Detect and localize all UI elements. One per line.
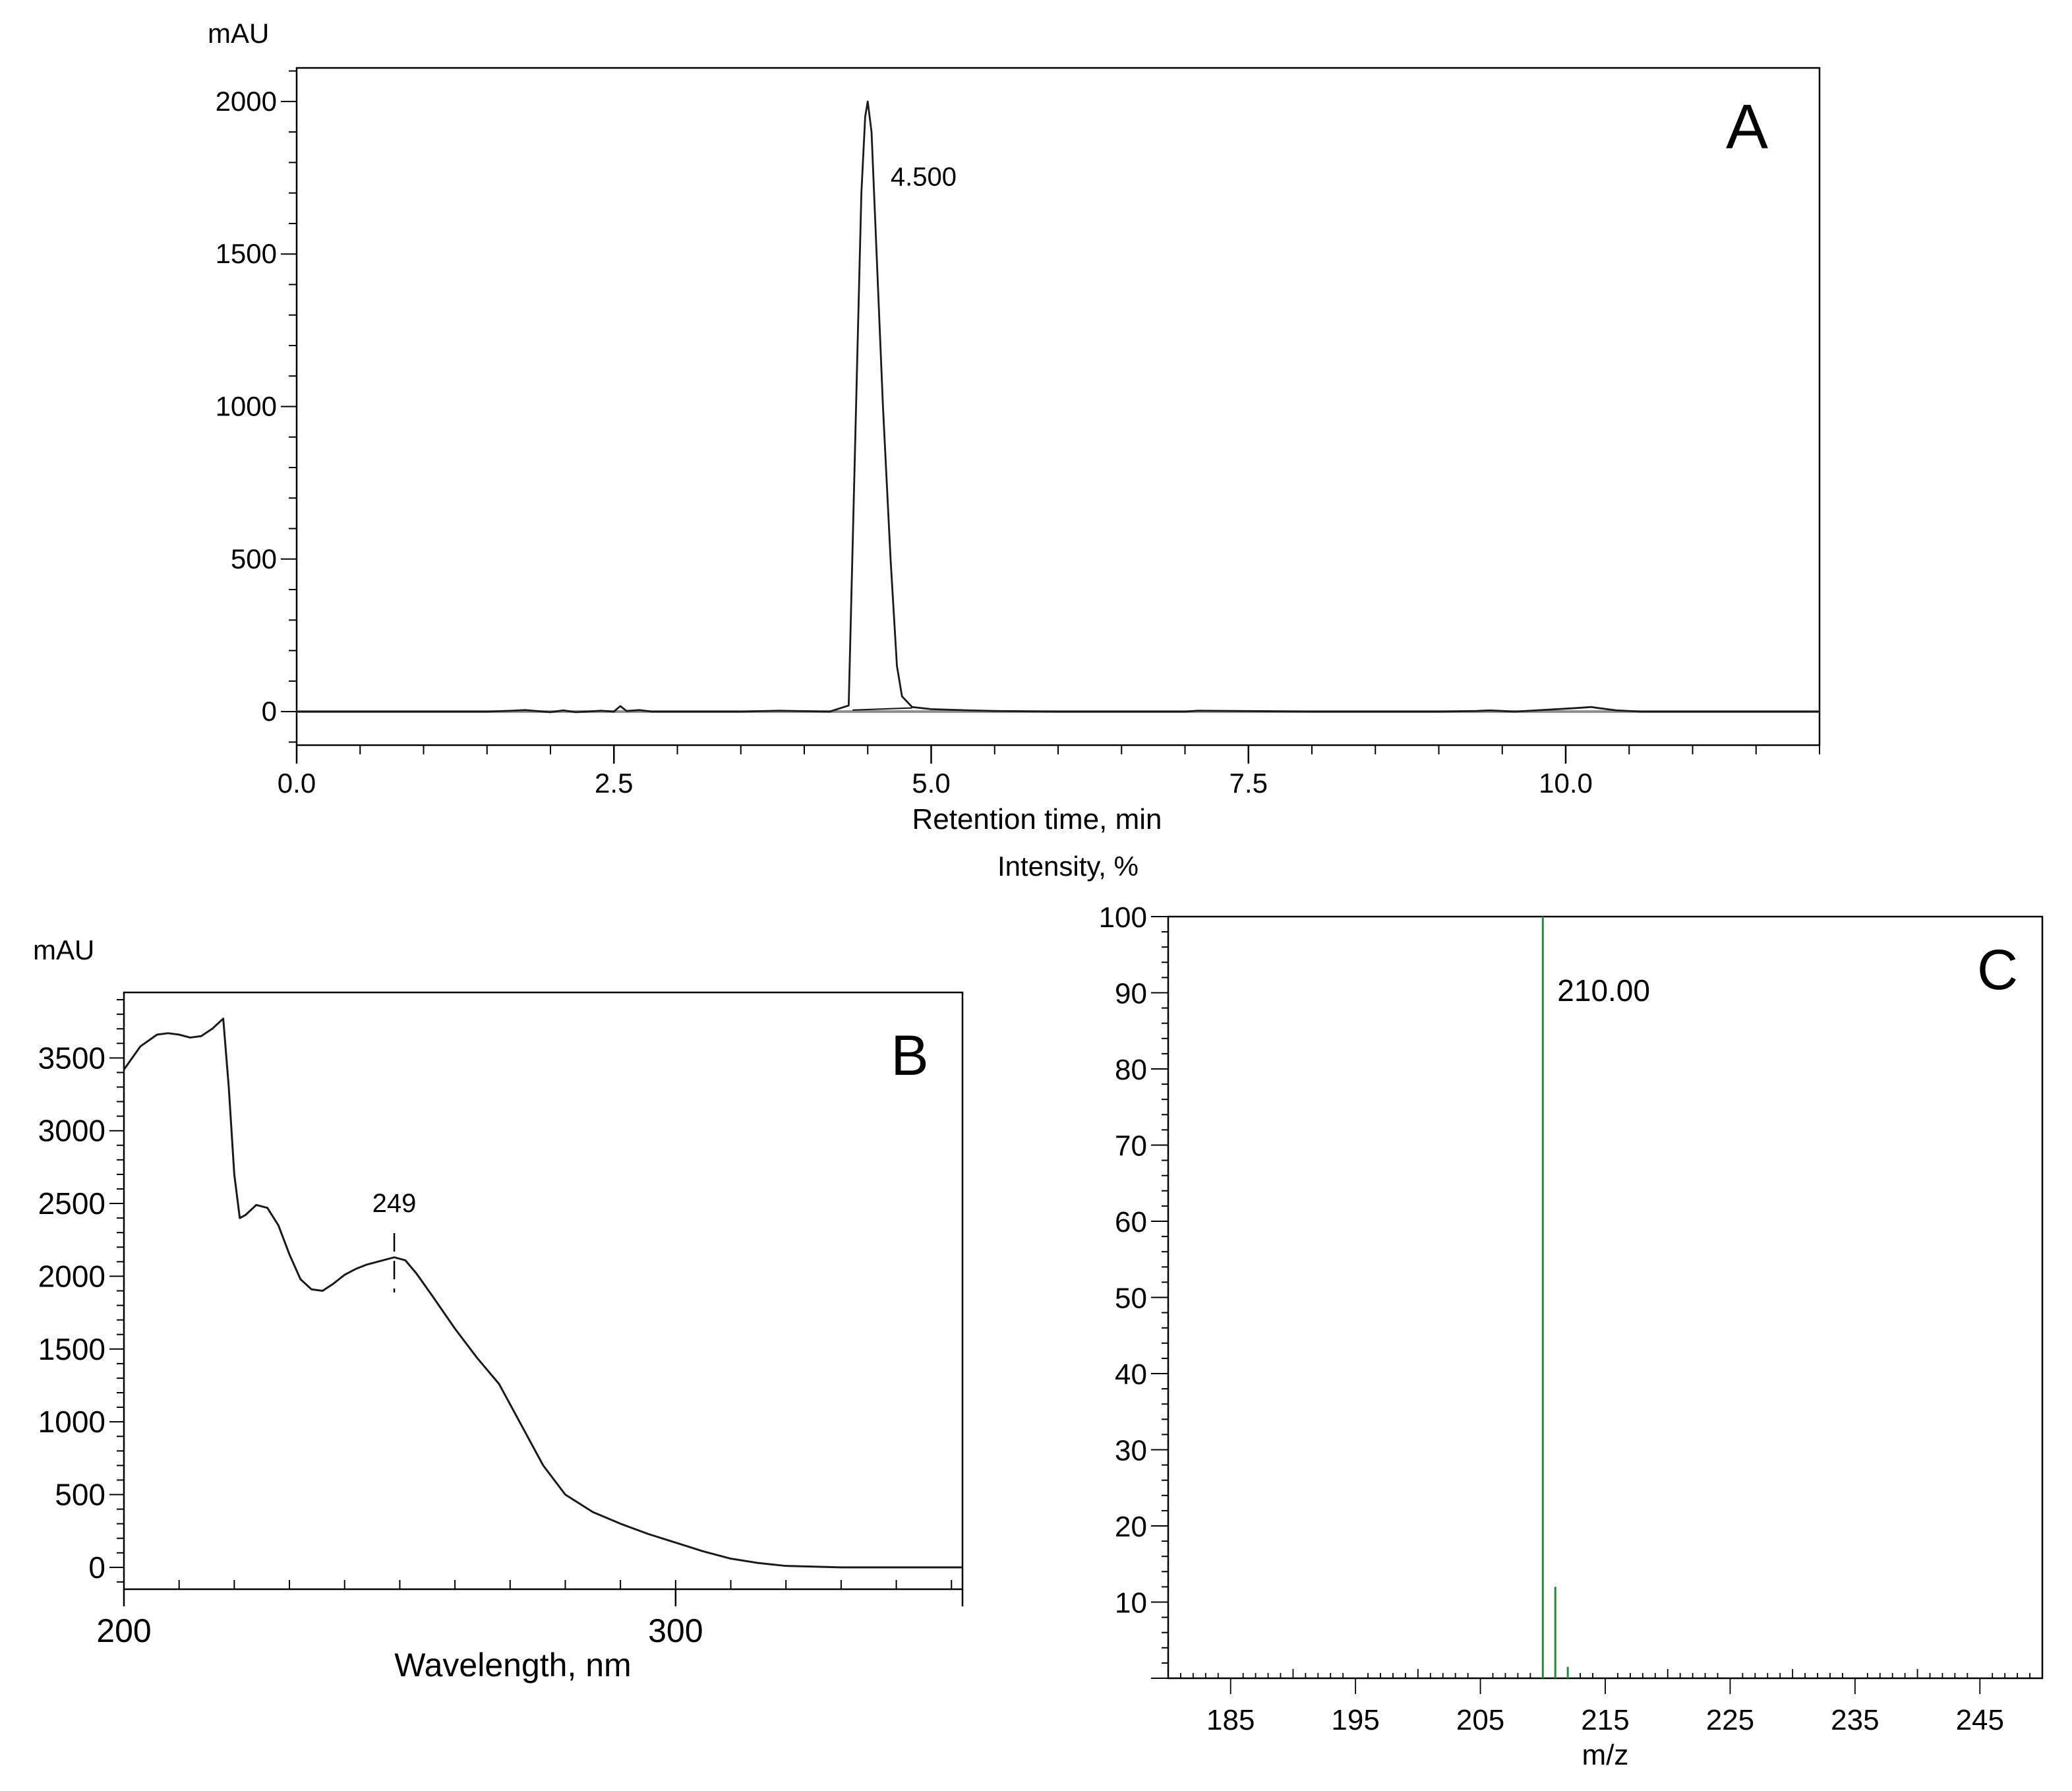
x-tick-label: 2.5 xyxy=(595,768,633,799)
x-tick-label: 300 xyxy=(648,1612,703,1649)
y-tick-label: 100 xyxy=(1099,901,1147,934)
x-tick-label: 7.5 xyxy=(1229,768,1268,799)
y-tick-label: 500 xyxy=(55,1478,105,1512)
chromatogram-trace xyxy=(297,100,1820,713)
y-tick-label: 1500 xyxy=(38,1332,105,1366)
y-tick-label: 2500 xyxy=(38,1186,105,1221)
x-tick-label: 200 xyxy=(96,1612,151,1649)
y-tick-label: 0 xyxy=(88,1550,105,1585)
y-tick-label: 2000 xyxy=(38,1259,105,1293)
peak-label: 210.00 xyxy=(1557,973,1650,1008)
y-tick-label: 60 xyxy=(1115,1206,1147,1238)
y-tick-label: 0 xyxy=(262,696,277,727)
x-axis-title: m/z xyxy=(1582,1739,1629,1771)
y-tick-label: 30 xyxy=(1115,1435,1147,1467)
x-tick-label: 0.0 xyxy=(278,768,316,799)
chromatogram-panel: 0.0 2.5 5.0 7.5 10.0 0 500 1000 1500 2000 mAU Reten… xyxy=(208,18,1821,835)
panel-letter-c: C xyxy=(1977,938,2018,1002)
x-tick-label: 195 xyxy=(1331,1704,1379,1736)
peak-label: 4.500 xyxy=(891,163,957,192)
plot-frame xyxy=(123,991,964,1591)
uv-spectrum-panel: 0 500 1000 1500 2000 2500 3000 3500 200 300 mAU Wav… xyxy=(33,934,964,1684)
y-tick-label: 2000 xyxy=(216,86,277,117)
y-tick-label: 50 xyxy=(1115,1283,1147,1315)
y-tick-label: 3000 xyxy=(38,1114,105,1148)
y-tick-label: 1500 xyxy=(216,238,277,269)
y-tick-label: 90 xyxy=(1115,978,1147,1010)
panel-letter-b: B xyxy=(891,1024,928,1087)
panel-letter-a: A xyxy=(1726,92,1768,162)
y-axis-title: Intensity, % xyxy=(997,851,1139,882)
y-tick-label: 70 xyxy=(1115,1130,1147,1163)
y-axis-title: mAU xyxy=(208,18,269,49)
plot-frame xyxy=(1167,915,2044,1680)
x-tick-label: 205 xyxy=(1456,1704,1504,1736)
x-axis-title: Wavelength, nm xyxy=(394,1647,631,1684)
plot-frame xyxy=(295,67,1821,746)
x-tick-label: 215 xyxy=(1581,1704,1629,1736)
y-tick-label: 3500 xyxy=(38,1041,105,1075)
y-tick-label: 40 xyxy=(1115,1358,1147,1391)
x-tick-label: 225 xyxy=(1706,1704,1754,1736)
y-tick-label: 20 xyxy=(1115,1511,1147,1543)
integration-baseline xyxy=(852,707,912,711)
x-axis-title: Retention time, min xyxy=(912,803,1162,835)
peak-label: 249 xyxy=(372,1189,417,1218)
x-tick-label: 185 xyxy=(1206,1704,1255,1736)
y-tick-label: 500 xyxy=(231,543,277,574)
x-tick-label: 5.0 xyxy=(912,768,950,799)
x-tick-label: 245 xyxy=(1956,1704,2004,1736)
x-tick-label: 10.0 xyxy=(1539,768,1593,799)
y-tick-label: 1000 xyxy=(38,1405,105,1439)
y-axis-title: mAU xyxy=(33,934,94,965)
y-tick-label: 1000 xyxy=(216,391,277,422)
y-tick-label: 10 xyxy=(1115,1587,1147,1620)
x-tick-label: 235 xyxy=(1831,1704,1879,1736)
uv-spectrum-trace xyxy=(123,1017,962,1569)
mass-spectrum-panel: 10 20 30 40 50 60 70 80 90 100 185 195 205 215 225 235 2… xyxy=(997,851,2044,1771)
y-tick-label: 80 xyxy=(1115,1054,1147,1086)
